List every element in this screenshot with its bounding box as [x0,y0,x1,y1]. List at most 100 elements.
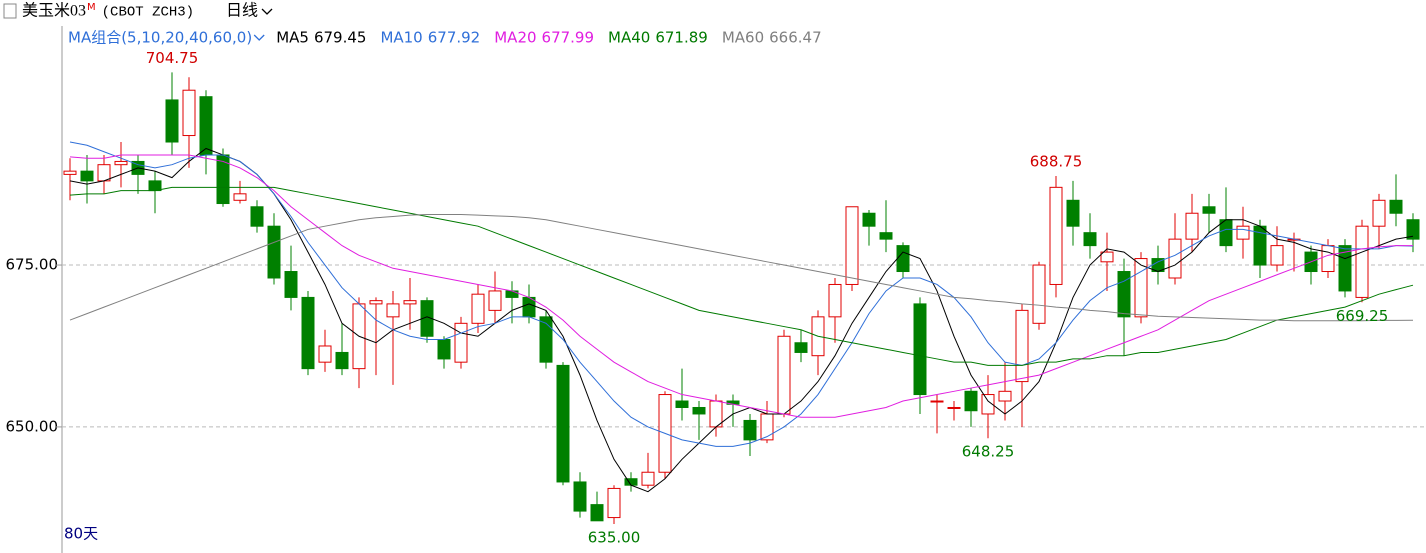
extreme-label: 688.75 [1030,153,1083,171]
candle-body [114,160,128,166]
candle-body [556,364,570,483]
candle-body [1321,245,1335,273]
ma-group-label[interactable]: MA组合(5,10,20,40,60,0) [68,29,252,47]
candle-body [1100,251,1114,263]
candle-body [777,335,791,415]
dropdown-chevron [253,34,265,41]
legend-name: MA10 [380,29,422,47]
candle-body [284,271,298,298]
candle-body [1168,238,1182,279]
candle-body [1372,199,1386,227]
extreme-label: 635.00 [588,529,641,547]
candle-body [930,400,944,403]
candle-body [760,413,774,441]
candle-body [250,206,264,227]
candle-body [913,303,927,396]
candle-body [318,345,332,363]
candle-body [981,394,995,415]
candle-body [743,419,757,441]
legend-name: MA5 [276,29,309,47]
ma-line [69,154,1414,418]
extreme-label: 669.25 [1336,307,1389,325]
candle-body [97,164,111,182]
candle-body [301,296,315,370]
candle-body [1066,199,1080,227]
legend-name: MA40 [608,29,650,47]
candle-body [590,504,604,522]
candle-body [1032,264,1046,324]
dropdown-chevron[interactable] [261,8,273,15]
candle-body [369,300,383,305]
candle-body [1270,245,1284,266]
candle-body [505,290,519,298]
legend-name: MA20 [494,29,536,47]
candle-body [386,303,400,318]
candle-body [964,390,978,412]
candle-body [216,154,230,205]
icon[interactable] [3,3,17,19]
candle-body [182,89,196,137]
chart-title: 美玉米03 [22,2,86,20]
candle-body [233,193,247,201]
candle-body [80,170,94,182]
legend-value: 666.47 [769,29,822,47]
candle-body [403,300,417,305]
y-tick-label: 650.00 [6,417,59,435]
candle-body [1202,206,1216,214]
ma-line [69,186,1414,366]
candle-body [896,245,910,273]
candle-body [63,170,77,175]
candle-body [199,96,213,156]
legend-value: 677.92 [428,29,481,47]
candle-body [471,293,485,324]
candle-body [641,471,655,486]
candle-body [998,390,1012,402]
candle-body [845,206,859,285]
legend-value: 677.99 [542,29,595,47]
candle-body [1406,219,1420,240]
candle-body [709,400,723,428]
chart-subtitle[interactable]: (CBOT ZCH3) [102,5,194,21]
ma-line [69,214,1414,322]
candle-body [573,481,587,512]
candle-body [267,225,281,279]
candle-body [1049,186,1063,285]
candle-body [1015,309,1029,383]
candle-body [692,406,706,415]
candle-body [488,290,502,311]
title-badge: M [87,2,96,13]
candle-body [862,212,876,227]
candle-body [1389,199,1403,214]
candle-body [794,342,808,353]
extreme-label: 648.25 [962,443,1015,461]
period-selector[interactable]: 日线 [226,2,258,20]
candle-body [879,232,893,240]
day-count: 80天 [64,525,98,543]
candle-body [947,406,961,409]
y-tick-label: 675.00 [6,256,59,274]
candle-body [1185,212,1199,240]
ma-line [69,147,1414,493]
candle-body [420,300,434,337]
candle-body [1355,225,1369,298]
candle-body [1219,219,1233,247]
candle-body [165,99,179,143]
candle-body [148,180,162,192]
candle-body [607,487,621,519]
candle-body [437,339,451,360]
legend-name: MA60 [722,29,764,47]
candle-body [1236,225,1250,240]
candle-body [1083,232,1097,247]
candle-body [1134,258,1148,318]
candle-body [335,351,349,370]
candle-body [454,322,468,363]
legend-value: 671.89 [655,29,708,47]
candle-body [828,283,842,318]
legend-value: 679.45 [314,29,367,47]
candle-body [539,316,553,363]
candle-body [675,400,689,408]
ma-line [69,141,1414,447]
extreme-label: 704.75 [146,49,199,67]
